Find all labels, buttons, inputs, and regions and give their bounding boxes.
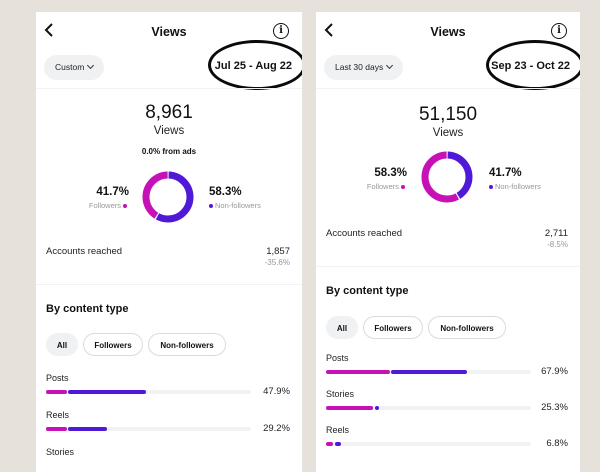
date-range-dropdown[interactable]: Last 30 days bbox=[324, 55, 404, 80]
chevron-left-icon[interactable] bbox=[322, 22, 336, 38]
filter-chip-all[interactable]: All bbox=[326, 316, 358, 339]
content-type-pct: 29.2% bbox=[263, 423, 290, 434]
date-range-dropdown-label: Last 30 days bbox=[335, 62, 384, 72]
views-count: 8,961 bbox=[145, 102, 193, 123]
non-followers-legend-label: Non-followers bbox=[215, 201, 261, 210]
views-donut-chart bbox=[421, 151, 473, 203]
content-type-bar bbox=[46, 427, 251, 431]
non-followers-dot bbox=[489, 185, 493, 190]
non-followers-pct: 58.3% bbox=[209, 186, 242, 198]
content-type-label: Stories bbox=[326, 389, 355, 399]
accounts-reached-change: -35.6% bbox=[264, 258, 290, 267]
bar-segment-non-followers bbox=[334, 442, 342, 446]
content-type-pct: 47.9% bbox=[263, 386, 290, 397]
non-followers-dot bbox=[209, 204, 213, 209]
content-type-label: Reels bbox=[46, 410, 70, 420]
followers-pct: 58.3% bbox=[374, 167, 407, 179]
bar-segment-followers bbox=[326, 370, 390, 374]
bar-segment-followers bbox=[326, 442, 334, 446]
followers-pct: 41.7% bbox=[96, 186, 129, 198]
chevron-down-icon bbox=[386, 61, 394, 70]
content-type-pct: 6.8% bbox=[546, 438, 568, 449]
ads-share: 0.0% from ads bbox=[141, 147, 197, 156]
followers-legend-label: Followers bbox=[88, 201, 121, 210]
non-followers-legend-label: Non-followers bbox=[495, 182, 541, 191]
date-range-dropdown-label: Custom bbox=[55, 62, 85, 72]
filter-chip-non-followers[interactable]: Non-followers bbox=[148, 333, 226, 356]
views-count: 51,150 bbox=[418, 104, 478, 125]
donut-segment-non-followers bbox=[142, 171, 194, 223]
info-icon[interactable]: i bbox=[551, 23, 567, 39]
non-followers-pct: 41.7% bbox=[489, 167, 522, 179]
date-range-dropdown[interactable]: Custom bbox=[44, 55, 105, 80]
page-title: Views bbox=[430, 25, 466, 39]
bar-segment-followers bbox=[326, 406, 374, 410]
donut-segment-followers bbox=[421, 151, 473, 203]
content-type-label: Reels bbox=[326, 425, 350, 435]
content-type-heading: By content type bbox=[326, 285, 409, 297]
accounts-reached-change: -8.5% bbox=[547, 240, 568, 249]
content-type-pct: 67.9% bbox=[541, 366, 568, 377]
bar-segment-followers bbox=[46, 427, 67, 431]
date-range-text: Jul 25 - Aug 22 bbox=[214, 60, 292, 72]
filter-chip-followers[interactable]: Followers bbox=[83, 333, 143, 356]
filter-chip-followers[interactable]: Followers bbox=[363, 316, 423, 339]
divider bbox=[36, 284, 302, 285]
bar-segment-non-followers bbox=[68, 390, 146, 394]
followers-legend: Followers bbox=[367, 182, 407, 191]
chevron-left-icon[interactable] bbox=[42, 22, 56, 38]
content-type-label: Posts bbox=[326, 353, 349, 363]
views-donut-chart bbox=[142, 171, 194, 223]
accounts-reached-value: 1,857 bbox=[266, 246, 290, 257]
content-type-label: Posts bbox=[46, 373, 69, 383]
non-followers-legend: Non-followers bbox=[487, 182, 541, 191]
filter-chip-all[interactable]: All bbox=[46, 333, 78, 356]
accounts-reached-value: 2,711 bbox=[544, 228, 568, 239]
bar-segment-non-followers bbox=[391, 370, 467, 374]
divider bbox=[316, 266, 580, 267]
content-type-bar bbox=[326, 442, 531, 446]
bar-segment-followers bbox=[46, 390, 67, 394]
info-icon[interactable]: i bbox=[273, 23, 289, 39]
date-range-text: Sep 23 - Oct 22 bbox=[491, 60, 570, 72]
views-panel-left: Views i Custom Jul 25 - Aug 22 8,961 Vie… bbox=[36, 12, 302, 472]
content-type-pct: 25.3% bbox=[541, 402, 568, 413]
views-label: Views bbox=[432, 127, 464, 139]
divider bbox=[36, 88, 302, 89]
header: Views i bbox=[316, 12, 580, 52]
followers-legend-label: Followers bbox=[366, 182, 399, 191]
content-type-heading: By content type bbox=[46, 303, 129, 315]
followers-legend: Followers bbox=[89, 201, 129, 210]
followers-dot bbox=[401, 185, 405, 190]
non-followers-legend: Non-followers bbox=[207, 201, 261, 210]
followers-dot bbox=[123, 204, 127, 209]
views-panel-right: Views i Last 30 days Sep 23 - Oct 22 51,… bbox=[316, 12, 580, 472]
bar-segment-non-followers bbox=[68, 427, 108, 431]
page-title: Views bbox=[151, 25, 187, 39]
bar-segment-non-followers bbox=[374, 406, 380, 410]
header: Views i bbox=[36, 12, 302, 52]
content-type-label: Stories bbox=[46, 447, 75, 457]
donut-segment-followers bbox=[142, 171, 194, 223]
chevron-down-icon bbox=[87, 61, 95, 70]
filter-chip-non-followers[interactable]: Non-followers bbox=[428, 316, 506, 339]
content-type-bar bbox=[326, 370, 531, 374]
accounts-reached-label: Accounts reached bbox=[326, 228, 403, 239]
content-type-bar bbox=[326, 406, 531, 410]
accounts-reached-label: Accounts reached bbox=[46, 246, 123, 257]
divider bbox=[316, 88, 580, 89]
views-label: Views bbox=[153, 125, 185, 137]
donut-segment-non-followers bbox=[421, 151, 473, 203]
content-type-bar bbox=[46, 390, 251, 394]
